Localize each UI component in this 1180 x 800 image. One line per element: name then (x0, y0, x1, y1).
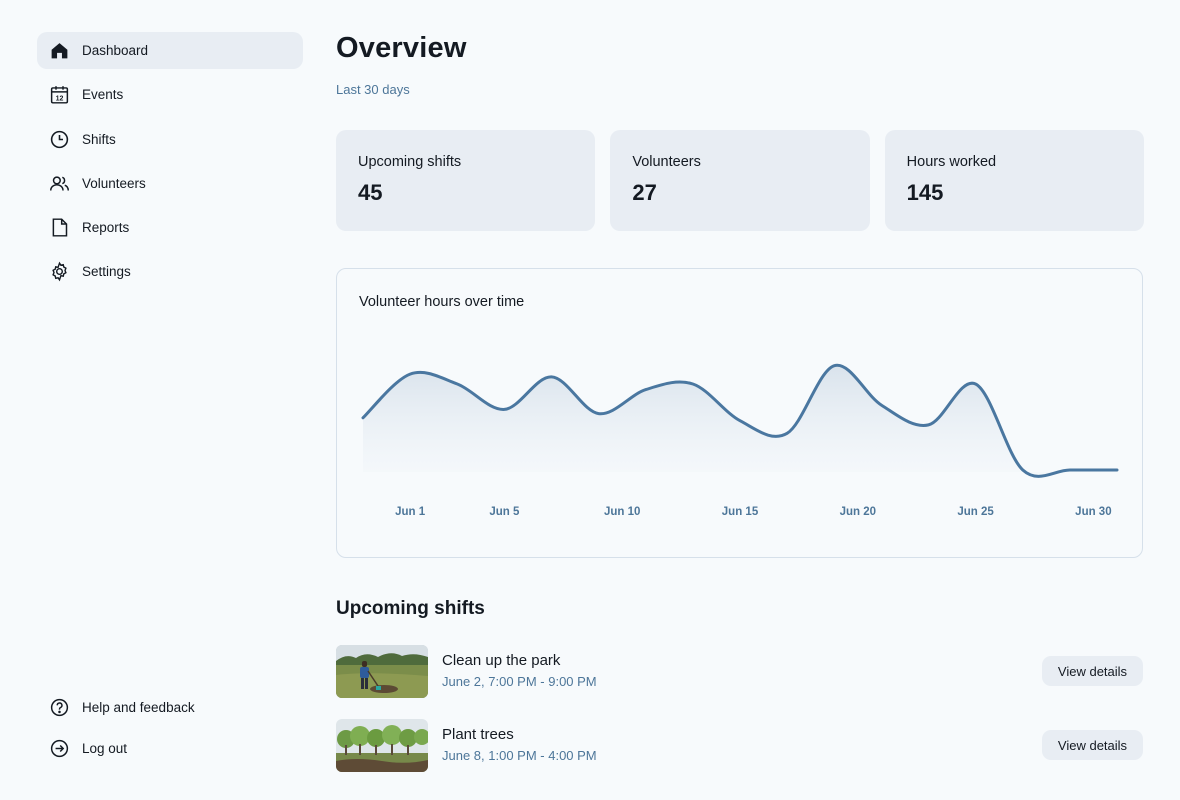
help-icon (48, 697, 70, 719)
stat-card-upcoming-shifts: Upcoming shifts 45 (336, 130, 596, 231)
help-feedback-link[interactable]: Help and feedback (37, 689, 303, 726)
date-range-label: Last 30 days (336, 82, 410, 97)
x-tick-label: Jun 20 (840, 506, 876, 518)
sidebar-item-volunteers[interactable]: Volunteers (37, 165, 303, 202)
upcoming-shifts-heading: Upcoming shifts (336, 598, 485, 619)
sidebar-item-reports[interactable]: Reports (37, 209, 303, 246)
x-tick-label: Jun 5 (489, 506, 520, 518)
sidebar-item-label: Settings (82, 264, 131, 280)
shift-row: Clean up the park June 2, 7:00 PM - 9:00… (336, 645, 1144, 698)
shift-row: Plant trees June 8, 1:00 PM - 4:00 PM Vi… (336, 719, 1144, 772)
park-cleanup-photo (336, 645, 428, 698)
gear-icon (48, 261, 70, 283)
x-tick-label: Jun 15 (722, 506, 759, 518)
plant-trees-photo (336, 719, 428, 772)
page-title: Overview (336, 32, 467, 64)
sidebar-item-label: Shifts (82, 131, 116, 147)
chart-series-line (361, 363, 1119, 478)
sidebar-item-label: Events (82, 87, 124, 103)
chart-canvas: Jun 1 Jun 5 Jun 10 Jun 15 Jun 20 Jun 25 Jun 30 (361, 363, 1119, 518)
view-details-button[interactable]: View details (1042, 730, 1143, 760)
calendar-icon: 12 (48, 84, 70, 106)
document-icon (48, 217, 70, 239)
help-feedback-label: Help and feedback (82, 700, 195, 715)
volunteer-hours-chart: Volunteer hours over time Jun 1 Jun 5 Jun … (336, 268, 1143, 558)
shift-name: Plant trees (442, 726, 514, 743)
bottom-nav: Help and feedback Log out (37, 689, 303, 771)
stat-value: 27 (632, 180, 657, 205)
sidebar-item-events[interactable]: 12 Events (37, 76, 303, 113)
sidebar-item-label: Dashboard (82, 43, 149, 58)
stat-card-volunteers: Volunteers 27 (610, 130, 870, 231)
users-icon (48, 172, 70, 194)
svg-text:12: 12 (55, 96, 63, 103)
sidebar-item-label: Reports (82, 220, 130, 236)
sidebar: Dashboard 12 Events Shifts (0, 0, 320, 800)
x-tick-label: Jun 30 (1075, 506, 1111, 518)
view-details-button[interactable]: View details (1042, 656, 1143, 686)
x-tick-label: Jun 1 (395, 506, 426, 518)
stat-value: 145 (906, 180, 944, 205)
main-nav: Dashboard 12 Events Shifts (37, 32, 303, 298)
sidebar-item-shifts[interactable]: Shifts (37, 121, 303, 158)
logout-link[interactable]: Log out (37, 730, 303, 767)
stat-value: 45 (358, 180, 383, 205)
logout-icon (48, 738, 70, 760)
clock-icon (48, 128, 70, 150)
sidebar-item-settings[interactable]: Settings (37, 253, 303, 290)
stat-label: Upcoming shifts (358, 154, 462, 170)
shift-time: June 8, 1:00 PM - 4:00 PM (442, 748, 597, 763)
logout-label: Log out (82, 741, 128, 756)
shift-name: Clean up the park (442, 652, 561, 669)
sidebar-item-dashboard[interactable]: Dashboard (37, 32, 303, 69)
sidebar-item-label: Volunteers (82, 175, 146, 191)
stats-row: Upcoming shifts 45 Volunteers 27 Hours w… (336, 130, 1144, 231)
stat-label: Hours worked (906, 154, 997, 170)
stat-card-hours-worked: Hours worked 145 (884, 130, 1144, 231)
x-tick-label: Jun 10 (604, 506, 640, 518)
stat-label: Volunteers (632, 154, 701, 170)
x-tick-label: Jun 25 (957, 506, 994, 518)
shift-time: June 2, 7:00 PM - 9:00 PM (442, 674, 597, 689)
chart-title: Volunteer hours over time (359, 294, 525, 310)
home-icon (48, 40, 70, 62)
